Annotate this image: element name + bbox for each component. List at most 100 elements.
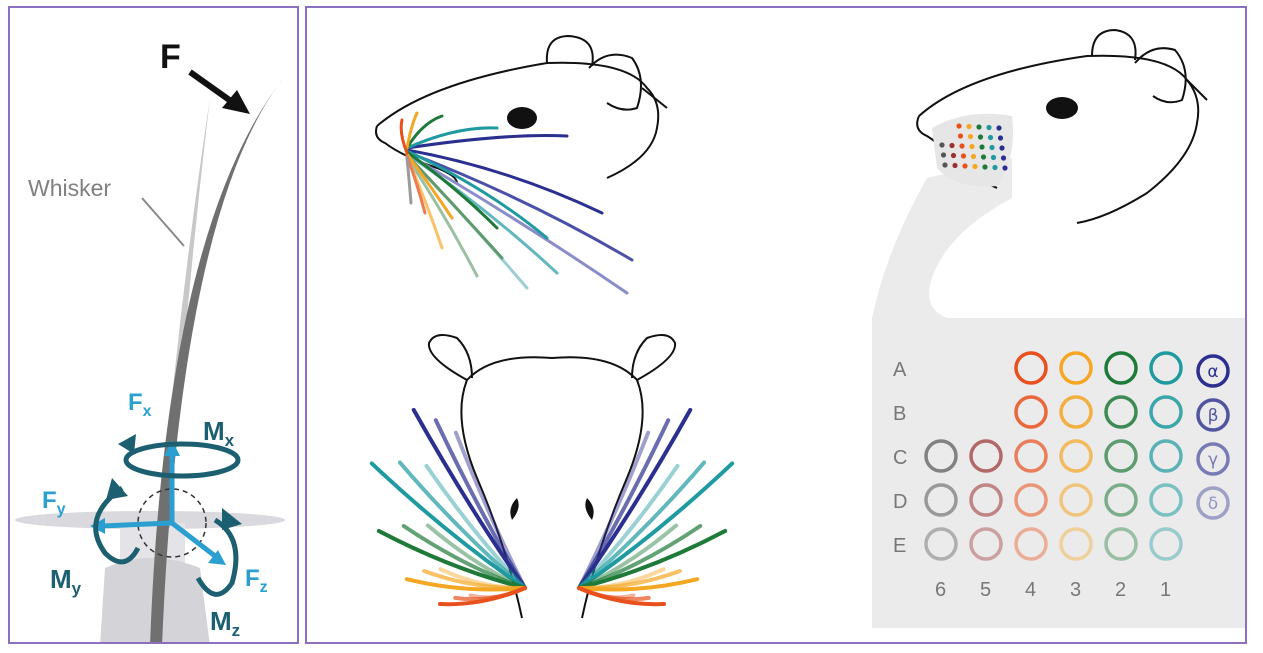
pad-dot (996, 125, 1002, 131)
top-whisker (577, 586, 636, 600)
eye-left (510, 498, 519, 520)
my-rotation (93, 485, 141, 565)
top-whisker (577, 460, 707, 590)
ear-front (588, 53, 642, 111)
top-whisker (468, 586, 527, 600)
mz-arrowhead (222, 508, 242, 530)
whisker-circle-B4 (1014, 395, 1048, 429)
row-label-B: B (893, 403, 906, 425)
pad-dot (997, 135, 1004, 141)
head-outline (376, 61, 660, 179)
ear-back (1091, 28, 1137, 61)
straddler-label: γ (1208, 450, 1218, 470)
pad-dot (986, 124, 992, 131)
whisker-circle-E4 (1014, 527, 1048, 561)
pad-dot (980, 154, 987, 160)
rat-head-top-view (427, 333, 677, 619)
whisker-circle-A1 (1149, 351, 1183, 385)
row-label-E: E (893, 535, 906, 557)
pad-dot (950, 152, 957, 159)
row-label-C: C (893, 447, 907, 469)
pad-dot (969, 143, 975, 150)
top-whiskers (369, 407, 735, 607)
straddler-circle (1196, 354, 1230, 388)
column-label-6: 6 (935, 579, 946, 601)
ear-front (1134, 47, 1187, 104)
whisker-circle-E2 (1104, 527, 1138, 561)
top-whisker (453, 430, 527, 590)
whisker-circle-C4 (1014, 439, 1048, 473)
row-label-A: A (893, 359, 907, 381)
head-outline (460, 356, 644, 619)
fx-label: Fx (128, 389, 152, 420)
ear-back (545, 34, 594, 67)
pad-dot (972, 163, 978, 170)
whisker-circle-E6 (924, 527, 958, 561)
top-whisker (577, 586, 651, 602)
whisker-circle-C1 (1149, 439, 1183, 473)
whisker-leader-line (141, 197, 185, 247)
grid-callout-background (872, 158, 1245, 628)
mx-rotation (123, 441, 241, 479)
ear-right (631, 333, 677, 381)
whisker (405, 114, 444, 150)
mx-arrowhead (118, 434, 136, 454)
top-whisker (397, 460, 527, 590)
whisker-circle-D4 (1014, 483, 1048, 517)
column-label-3: 3 (1070, 579, 1081, 601)
straddler-circle (1196, 486, 1230, 520)
pad-dot (949, 142, 955, 149)
top-whisker (577, 524, 703, 590)
straddler-circle (1196, 442, 1230, 476)
pad-dot (959, 143, 965, 149)
top-whisker (577, 430, 651, 590)
top-whisker (422, 569, 527, 591)
force-label: F (160, 38, 181, 76)
whisker (405, 152, 629, 295)
top-whisker (577, 567, 666, 591)
pad-dot (940, 152, 947, 158)
straddler-label: α (1207, 362, 1218, 382)
whisker (405, 126, 499, 150)
pad-dot (989, 144, 995, 151)
pad-dot (970, 153, 977, 160)
pad-dot (1002, 165, 1008, 171)
pad-dot (956, 123, 962, 129)
my-label: My (50, 564, 82, 598)
whisker-deflected (150, 76, 285, 642)
pad-dot (999, 145, 1005, 151)
column-label-1: 1 (1160, 579, 1171, 601)
whisker-circle-D2 (1104, 483, 1138, 517)
whisker-circle-C2 (1104, 439, 1138, 473)
top-whisker (577, 418, 671, 590)
whisker-circle-A3 (1059, 351, 1093, 385)
straddler-label: β (1208, 406, 1219, 426)
column-label-4: 4 (1025, 579, 1036, 601)
pad-dot (987, 134, 994, 141)
whisker-label: Whisker (28, 175, 111, 201)
top-whisker (369, 461, 527, 590)
pad-dot (957, 133, 964, 139)
pad-dot (960, 153, 967, 159)
whisker (405, 156, 413, 205)
eye (507, 107, 537, 129)
top-whisker (425, 523, 527, 590)
whisker (405, 149, 549, 240)
top-whisker (577, 523, 679, 590)
top-whisker (433, 418, 527, 590)
whisker-circle-C5 (969, 439, 1003, 473)
whisker (405, 152, 454, 220)
whisker-circle-E3 (1059, 527, 1093, 561)
fy-axis (101, 520, 173, 529)
base-dashed-circle (137, 488, 207, 558)
fx-arrowhead (164, 440, 180, 456)
top-whisker (424, 463, 527, 590)
straddler-circle (1196, 398, 1230, 432)
whisker-circle-B1 (1149, 395, 1183, 429)
pad-dot (976, 124, 982, 130)
pad-dot (990, 154, 997, 161)
mz-rotation (195, 517, 239, 597)
top-whisker (577, 463, 680, 590)
whisker (405, 155, 479, 278)
